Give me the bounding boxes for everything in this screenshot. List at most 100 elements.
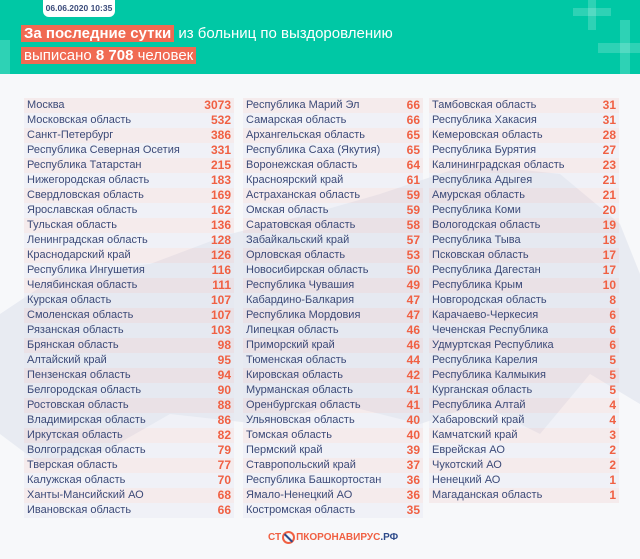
recovered-value: 27 bbox=[602, 143, 616, 157]
region-name: Республика Калмыкия bbox=[432, 369, 546, 381]
region-name: Республика Северная Осетия bbox=[27, 144, 180, 156]
region-row: Чукотский АО 2 bbox=[429, 458, 619, 473]
region-name: Челябинская область bbox=[27, 279, 138, 291]
recovered-value: 1 bbox=[609, 473, 616, 487]
recovered-value: 169 bbox=[210, 188, 231, 202]
region-name: Калининградская область bbox=[432, 159, 565, 171]
title-line-2: выписано 8 708 человек bbox=[21, 46, 197, 66]
region-name: Карачаево-Черкесия bbox=[432, 309, 539, 321]
recovered-value: 1 bbox=[609, 488, 616, 502]
region-name: Республика Татарстан bbox=[27, 159, 142, 171]
region-row: Новгородская область 8 bbox=[429, 293, 619, 308]
region-name: Новгородская область bbox=[432, 294, 547, 306]
region-row: Орловская область 53 bbox=[243, 248, 423, 263]
region-row: Омская область 59 bbox=[243, 203, 423, 218]
recovered-value: 53 bbox=[406, 248, 420, 262]
region-name: Тверская область bbox=[27, 459, 118, 471]
recovered-value: 40 bbox=[406, 413, 420, 427]
region-row: Кабардино-Балкария 47 bbox=[243, 293, 423, 308]
region-row: Приморский край 46 bbox=[243, 338, 423, 353]
region-name: Ханты-Мансийский АО bbox=[27, 489, 144, 501]
region-row: Москва 3073 bbox=[24, 98, 234, 113]
recovered-value: 39 bbox=[406, 443, 420, 457]
region-row: Республика Чувашия 49 bbox=[243, 278, 423, 293]
region-name: Владимирская область bbox=[27, 414, 146, 426]
region-name: Астраханская область bbox=[246, 189, 361, 201]
recovered-count: 8 708 bbox=[95, 47, 134, 64]
region-row: Челябинская область 111 bbox=[24, 278, 234, 293]
region-name: Ставропольский край bbox=[246, 459, 356, 471]
region-row: Калининградская область 23 bbox=[429, 158, 619, 173]
recovered-value: 103 bbox=[210, 323, 231, 337]
region-row: Саратовская область 58 bbox=[243, 218, 423, 233]
region-name: Ульяновская область bbox=[246, 414, 355, 426]
region-name: Воронежская область bbox=[246, 159, 358, 171]
region-row: Вологодская область 19 bbox=[429, 218, 619, 233]
region-name: Архангельская область bbox=[246, 129, 365, 141]
region-name: Чукотский АО bbox=[432, 459, 502, 471]
region-name: Белгородская область bbox=[27, 384, 142, 396]
region-row: Ненецкий АО 1 bbox=[429, 473, 619, 488]
plus-decoration bbox=[620, 20, 630, 74]
region-name: Костромская область bbox=[246, 504, 356, 516]
region-row: Калужская область 70 bbox=[24, 473, 234, 488]
region-row: Алтайский край 95 bbox=[24, 353, 234, 368]
region-name: Вологодская область bbox=[432, 219, 541, 231]
recovered-value: 5 bbox=[609, 353, 616, 367]
region-row: Кировская область 42 bbox=[243, 368, 423, 383]
date-badge: 06.06.2020 10:35 bbox=[43, 0, 115, 17]
region-name: Ярославская область bbox=[27, 204, 138, 216]
region-name: Московская область bbox=[27, 114, 132, 126]
recovered-value: 79 bbox=[217, 443, 231, 457]
recovered-value: 532 bbox=[210, 113, 231, 127]
region-row: Республика Башкортостан 36 bbox=[243, 473, 423, 488]
region-name: Пензенская область bbox=[27, 369, 131, 381]
recovered-value: 47 bbox=[406, 308, 420, 322]
region-row: Удмуртская Республика 6 bbox=[429, 338, 619, 353]
region-name: Республика Карелия bbox=[432, 354, 538, 366]
region-row: Псковская область 17 bbox=[429, 248, 619, 263]
recovered-value: 20 bbox=[602, 203, 616, 217]
region-row: Республика Саха (Якутия) 65 bbox=[243, 143, 423, 158]
region-row: Амурская область 21 bbox=[429, 188, 619, 203]
region-row: Карачаево-Черкесия 6 bbox=[429, 308, 619, 323]
region-row: Забайкальский край 57 bbox=[243, 233, 423, 248]
plus-decoration bbox=[573, 8, 611, 16]
recovered-value: 5 bbox=[609, 383, 616, 397]
recovered-value: 41 bbox=[406, 383, 420, 397]
recovered-value: 47 bbox=[406, 293, 420, 307]
russia-map-background bbox=[0, 164, 640, 464]
region-row: Рязанская область 103 bbox=[24, 323, 234, 338]
region-row: Республика Карелия 5 bbox=[429, 353, 619, 368]
region-row: Республика Мордовия 47 bbox=[243, 308, 423, 323]
region-name: Тюменская область bbox=[246, 354, 347, 366]
region-name: Курская область bbox=[27, 294, 112, 306]
logo-text: СТ bbox=[268, 532, 282, 543]
title-line-1: За последние сутки из больниц по выздоро… bbox=[21, 24, 393, 44]
region-name: Республика Коми bbox=[432, 204, 521, 216]
recovered-value: 66 bbox=[217, 503, 231, 517]
region-row: Пензенская область 94 bbox=[24, 368, 234, 383]
region-row: Камчатский край 3 bbox=[429, 428, 619, 443]
region-name: Орловская область bbox=[246, 249, 346, 261]
recovered-value: 44 bbox=[406, 353, 420, 367]
region-row: Курганская область 5 bbox=[429, 383, 619, 398]
recovered-value: 66 bbox=[406, 98, 420, 112]
region-row: Новосибирская область 50 bbox=[243, 263, 423, 278]
region-name: Ивановская область bbox=[27, 504, 132, 516]
recovered-value: 46 bbox=[406, 323, 420, 337]
recovered-value: 82 bbox=[217, 428, 231, 442]
recovered-value: 88 bbox=[217, 398, 231, 412]
recovered-value: 94 bbox=[217, 368, 231, 382]
region-row: Ивановская область 66 bbox=[24, 503, 234, 518]
region-name: Краснодарский край bbox=[27, 249, 131, 261]
region-row: Московская область 532 bbox=[24, 113, 234, 128]
region-name: Омская область bbox=[246, 204, 329, 216]
recovered-value: 21 bbox=[602, 173, 616, 187]
region-name: Чеченская Республика bbox=[432, 324, 549, 336]
region-row: Республика Ингушетия 116 bbox=[24, 263, 234, 278]
recovered-value: 31 bbox=[602, 98, 616, 112]
recovered-value: 2 bbox=[609, 458, 616, 472]
recovered-value: 95 bbox=[217, 353, 231, 367]
region-row: Брянская область 98 bbox=[24, 338, 234, 353]
